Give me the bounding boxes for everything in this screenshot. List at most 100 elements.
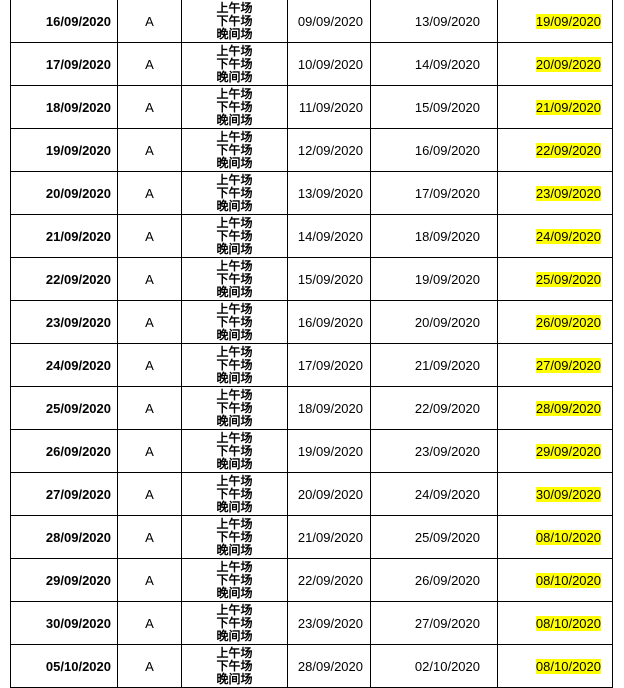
result-date-cell: 08/10/2020 [497, 558, 613, 602]
session-label: 晚间场 [216, 327, 253, 342]
start-date-cell: 13/09/2020 [287, 171, 371, 215]
session-label: 下午场 [216, 357, 253, 372]
table-row: 29/09/2020 A 上午场 下午场 晚间场 22/09/2020 26/09/2020… [10, 558, 613, 602]
session-label: 晚间场 [216, 585, 253, 600]
end-date-cell: 18/09/2020 [370, 214, 498, 258]
sessions-cell: 上午场 下午场 晚间场 [181, 300, 288, 344]
start-date-cell: 11/09/2020 [287, 85, 371, 129]
grade-cell: A [117, 429, 182, 473]
grade-cell: A [117, 0, 182, 43]
session-label: 晚间场 [216, 284, 253, 299]
grade-cell: A [117, 171, 182, 215]
grade-cell: A [117, 343, 182, 387]
highlighted-date: 29/09/2020 [535, 443, 601, 459]
end-date-cell: 19/09/2020 [370, 257, 498, 301]
grade-cell: A [117, 472, 182, 516]
session-label: 晚间场 [216, 370, 253, 385]
session-label: 下午场 [216, 443, 253, 458]
table-row: 22/09/2020 A 上午场 下午场 晚间场 15/09/2020 19/09/2020… [10, 257, 613, 301]
sessions-cell: 上午场 下午场 晚间场 [181, 386, 288, 430]
schedule-table: 16/09/2020 A 上午场 下午场 晚间场 09/09/2020 13/09/2020… [10, 0, 613, 688]
table-row: 20/09/2020 A 上午场 下午场 晚间场 13/09/2020 17/09/2020… [10, 171, 613, 215]
session-label: 上午场 [216, 0, 253, 15]
session-label: 下午场 [216, 486, 253, 501]
session-label: 上午场 [216, 301, 253, 316]
end-date-cell: 02/10/2020 [370, 644, 498, 688]
date-cell: 27/09/2020 [10, 472, 118, 516]
session-label: 上午场 [216, 602, 253, 617]
sessions-cell: 上午场 下午场 晚间场 [181, 171, 288, 215]
end-date-cell: 20/09/2020 [370, 300, 498, 344]
session-label: 晚间场 [216, 499, 253, 514]
result-date-cell: 08/10/2020 [497, 515, 613, 559]
table-row: 23/09/2020 A 上午场 下午场 晚间场 16/09/2020 20/09/2020… [10, 300, 613, 344]
start-date-cell: 19/09/2020 [287, 429, 371, 473]
sessions-cell: 上午场 下午场 晚间场 [181, 429, 288, 473]
table-row: 17/09/2020 A 上午场 下午场 晚间场 10/09/2020 14/09/2020… [10, 42, 613, 86]
result-date-cell: 20/09/2020 [497, 42, 613, 86]
table-row: 24/09/2020 A 上午场 下午场 晚间场 17/09/2020 21/09/2020… [10, 343, 613, 387]
sessions-cell: 上午场 下午场 晚间场 [181, 472, 288, 516]
highlighted-date: 19/09/2020 [535, 13, 601, 29]
session-label: 上午场 [216, 559, 253, 574]
result-date-cell: 22/09/2020 [497, 128, 613, 172]
start-date-cell: 09/09/2020 [287, 0, 371, 43]
session-label: 上午场 [216, 172, 253, 187]
session-label: 晚间场 [216, 542, 253, 557]
sessions-cell: 上午场 下午场 晚间场 [181, 515, 288, 559]
end-date-cell: 21/09/2020 [370, 343, 498, 387]
session-label: 下午场 [216, 658, 253, 673]
table-row: 19/09/2020 A 上午场 下午场 晚间场 12/09/2020 16/09/2020… [10, 128, 613, 172]
start-date-cell: 22/09/2020 [287, 558, 371, 602]
result-date-cell: 19/09/2020 [497, 0, 613, 43]
highlighted-date: 25/09/2020 [535, 271, 601, 287]
table-row: 30/09/2020 A 上午场 下午场 晚间场 23/09/2020 27/09/2020… [10, 601, 613, 645]
grade-cell: A [117, 257, 182, 301]
session-label: 晚间场 [216, 198, 253, 213]
start-date-cell: 23/09/2020 [287, 601, 371, 645]
highlighted-date: 08/10/2020 [535, 572, 601, 588]
session-label: 上午场 [216, 430, 253, 445]
result-date-cell: 23/09/2020 [497, 171, 613, 215]
end-date-cell: 25/09/2020 [370, 515, 498, 559]
highlighted-date: 08/10/2020 [535, 529, 601, 545]
grade-cell: A [117, 515, 182, 559]
sessions-cell: 上午场 下午场 晚间场 [181, 85, 288, 129]
highlighted-date: 08/10/2020 [535, 615, 601, 631]
highlighted-date: 08/10/2020 [535, 658, 601, 674]
session-label: 上午场 [216, 43, 253, 58]
grade-cell: A [117, 644, 182, 688]
session-label: 晚间场 [216, 26, 253, 41]
date-cell: 28/09/2020 [10, 515, 118, 559]
start-date-cell: 14/09/2020 [287, 214, 371, 258]
session-label: 晚间场 [216, 69, 253, 84]
session-label: 晚间场 [216, 456, 253, 471]
grade-cell: A [117, 300, 182, 344]
highlighted-date: 26/09/2020 [535, 314, 601, 330]
table-row: 27/09/2020 A 上午场 下午场 晚间场 20/09/2020 24/09/2020… [10, 472, 613, 516]
session-label: 下午场 [216, 400, 253, 415]
sessions-cell: 上午场 下午场 晚间场 [181, 644, 288, 688]
end-date-cell: 13/09/2020 [370, 0, 498, 43]
result-date-cell: 08/10/2020 [497, 601, 613, 645]
highlighted-date: 21/09/2020 [535, 99, 601, 115]
start-date-cell: 10/09/2020 [287, 42, 371, 86]
sessions-cell: 上午场 下午场 晚间场 [181, 0, 288, 43]
session-label: 下午场 [216, 142, 253, 157]
table-row: 21/09/2020 A 上午场 下午场 晚间场 14/09/2020 18/09/2020… [10, 214, 613, 258]
sessions-cell: 上午场 下午场 晚间场 [181, 257, 288, 301]
date-cell: 05/10/2020 [10, 644, 118, 688]
highlighted-date: 22/09/2020 [535, 142, 601, 158]
highlighted-date: 20/09/2020 [535, 56, 601, 72]
end-date-cell: 23/09/2020 [370, 429, 498, 473]
end-date-cell: 26/09/2020 [370, 558, 498, 602]
date-cell: 23/09/2020 [10, 300, 118, 344]
session-label: 上午场 [216, 645, 253, 660]
session-label: 上午场 [216, 344, 253, 359]
highlighted-date: 24/09/2020 [535, 228, 601, 244]
end-date-cell: 27/09/2020 [370, 601, 498, 645]
result-date-cell: 30/09/2020 [497, 472, 613, 516]
end-date-cell: 16/09/2020 [370, 128, 498, 172]
sessions-cell: 上午场 下午场 晚间场 [181, 343, 288, 387]
session-label: 下午场 [216, 572, 253, 587]
